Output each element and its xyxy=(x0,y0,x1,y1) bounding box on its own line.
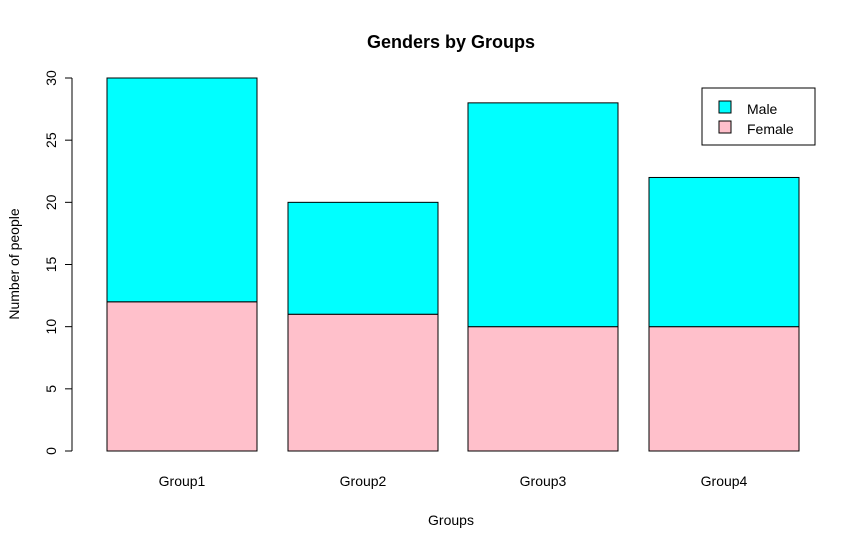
y-tick-label: 0 xyxy=(43,447,59,455)
legend: Male Female xyxy=(701,87,816,146)
legend-swatch-male xyxy=(718,100,732,114)
chart-title: Genders by Groups xyxy=(367,32,535,52)
bar-group2-female xyxy=(287,313,439,452)
legend-label-male: Male xyxy=(747,101,778,117)
y-tick-label: 5 xyxy=(43,385,59,393)
y-axis-label: Number of people xyxy=(6,208,22,320)
legend-label-female: Female xyxy=(747,121,794,137)
x-axis-label: Groups xyxy=(428,512,474,528)
y-tick-label: 20 xyxy=(43,194,59,210)
x-tick-label: Group1 xyxy=(159,473,206,489)
bar-group3-male xyxy=(467,102,619,328)
bar-group1-male xyxy=(106,77,258,303)
y-tick-label: 25 xyxy=(43,132,59,148)
bar-group4-female xyxy=(648,326,800,452)
x-tick-labels: Group1 Group2 Group3 Group4 xyxy=(159,473,748,489)
bar-group1-female xyxy=(106,301,258,452)
y-axis: 0 5 10 15 20 25 30 xyxy=(43,70,73,455)
x-tick-label: Group2 xyxy=(340,473,387,489)
y-tick-label: 15 xyxy=(43,257,59,273)
bar-group3-female xyxy=(467,326,619,452)
y-tick-label: 30 xyxy=(43,70,59,86)
bar-group4-male xyxy=(648,176,800,328)
bars-group xyxy=(106,77,800,452)
x-tick-label: Group3 xyxy=(520,473,567,489)
legend-box xyxy=(701,87,816,146)
bar-group2-male xyxy=(287,201,439,315)
y-tick-label: 10 xyxy=(43,319,59,335)
x-tick-label: Group4 xyxy=(701,473,748,489)
legend-swatch-female xyxy=(718,120,732,134)
